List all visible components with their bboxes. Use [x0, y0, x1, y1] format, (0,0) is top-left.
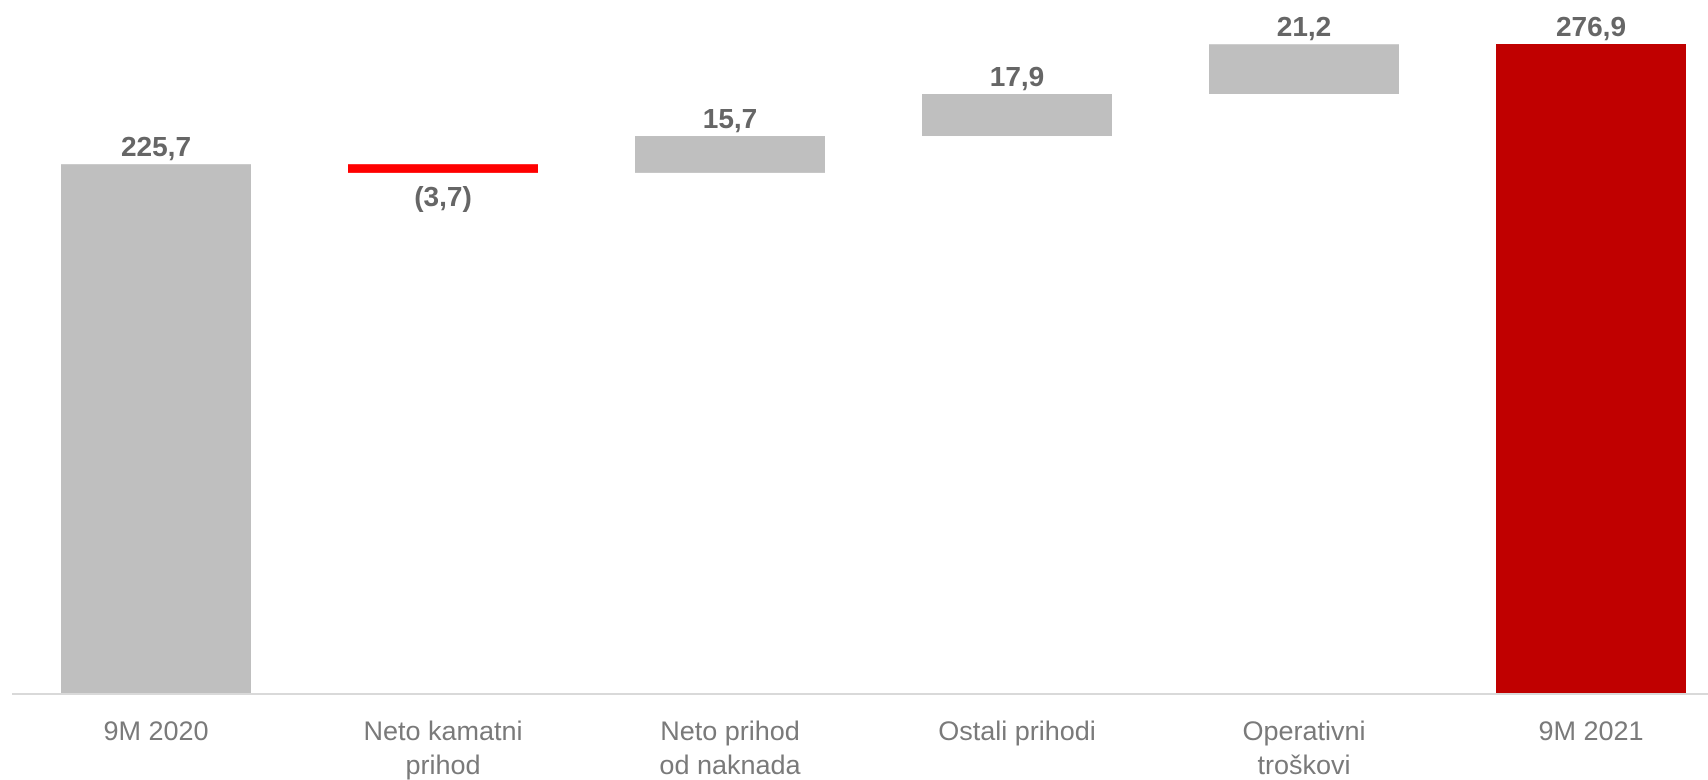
- bars-group: [61, 44, 1686, 694]
- category-label-2: Neto kamatni prihod: [363, 716, 522, 780]
- category-label-line: Ostali prihodi: [938, 716, 1096, 746]
- category-label-line: 9M 2020: [103, 716, 208, 746]
- category-labels-group: 9M 2020 Neto kamatni prihod Neto prihod od n…: [103, 716, 1643, 780]
- bar-4: [922, 94, 1112, 137]
- bar-2: [348, 164, 538, 173]
- value-labels-group: 225,7 (3,7) 15,7 17,9 21,2 276,9: [121, 11, 1626, 212]
- value-label-5: 21,2: [1277, 11, 1332, 42]
- value-label-6: 276,9: [1556, 11, 1626, 42]
- value-label-2: (3,7): [414, 181, 472, 212]
- category-label-5: Operativni troškovi: [1242, 716, 1365, 780]
- bar-6: [1496, 44, 1686, 694]
- category-label-6: 9M 2021: [1538, 716, 1643, 746]
- category-label-line: od naknada: [659, 750, 801, 780]
- category-label-line: 9M 2021: [1538, 716, 1643, 746]
- category-label-line: troškovi: [1257, 750, 1350, 780]
- bar-1: [61, 164, 251, 694]
- value-label-3: 15,7: [703, 103, 758, 134]
- bar-5: [1209, 44, 1399, 94]
- category-label-line: prihod: [405, 750, 480, 780]
- category-label-line: Operativni: [1242, 716, 1365, 746]
- bar-3: [635, 136, 825, 173]
- category-label-3: Neto prihod od naknada: [659, 716, 801, 780]
- category-label-4: Ostali prihodi: [938, 716, 1096, 746]
- value-label-4: 17,9: [990, 61, 1045, 92]
- category-label-1: 9M 2020: [103, 716, 208, 746]
- category-label-line: Neto kamatni: [363, 716, 522, 746]
- value-label-1: 225,7: [121, 131, 191, 162]
- category-label-line: Neto prihod: [660, 716, 800, 746]
